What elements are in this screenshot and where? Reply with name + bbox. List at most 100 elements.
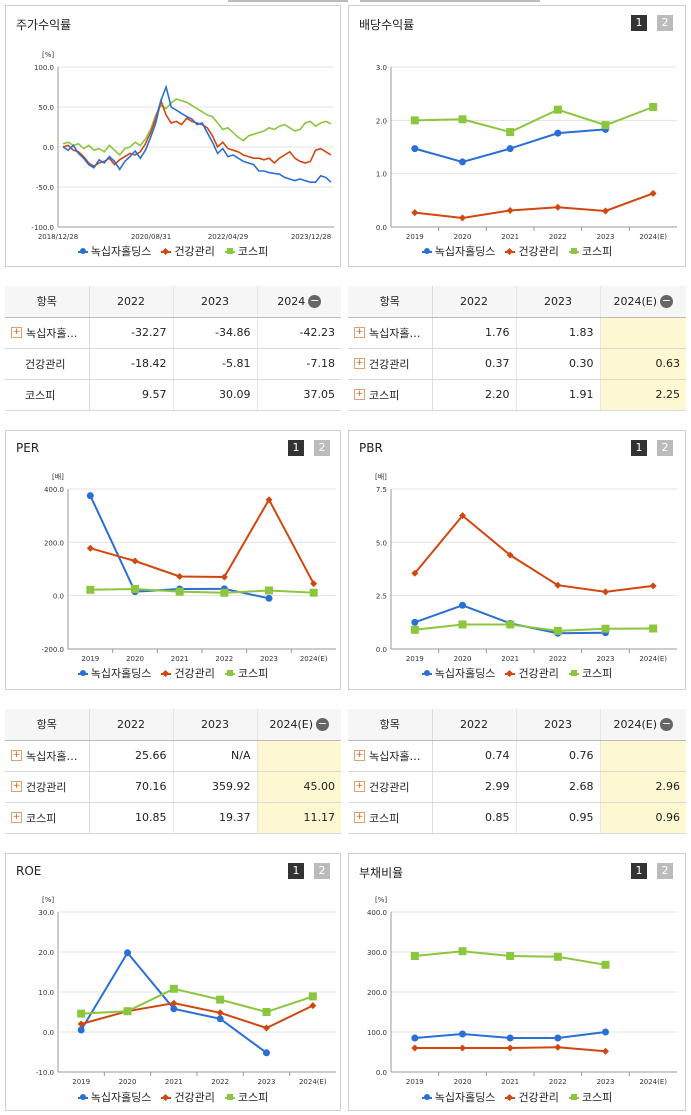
legend-marker	[161, 1093, 172, 1102]
data-point	[458, 947, 467, 956]
data-point	[131, 557, 139, 565]
panel-title: PBR	[359, 441, 383, 455]
panel-title: ROE	[16, 864, 42, 878]
column-header: 2022	[432, 709, 517, 741]
expand-icon[interactable]: +	[354, 750, 365, 761]
value-cell: -18.42	[89, 348, 174, 380]
data-point	[175, 587, 184, 596]
collapse-icon[interactable]: −	[660, 294, 674, 308]
page-2-button[interactable]: 2	[314, 440, 330, 456]
expand-icon[interactable]: +	[354, 389, 365, 400]
page-1-button[interactable]: 1	[288, 863, 304, 879]
data-point	[554, 581, 562, 589]
x-tick-label: 2022	[549, 655, 567, 663]
expand-icon[interactable]: +	[11, 327, 22, 338]
x-tick-label: 2023	[260, 655, 278, 663]
legend-label: 코스피	[581, 245, 613, 258]
y-tick-label: 5.0	[376, 539, 387, 547]
column-header: 2023	[173, 286, 258, 318]
data-point	[309, 1002, 317, 1010]
expand-icon[interactable]: +	[354, 358, 365, 369]
row-name: 녹십자홀…	[369, 326, 421, 340]
row-name-cell: + 녹십자홀…	[5, 740, 90, 772]
legend-marker	[77, 248, 88, 254]
value-cell: 1.83	[516, 317, 601, 349]
pbr-chart: 7.5 5.0 2.5 0.0 [배] 2019 2020 2021 2022 2023 2024(…	[375, 472, 677, 663]
x-tick-label: 2022	[211, 1078, 229, 1086]
y-tick-label: 30.0	[38, 909, 54, 917]
value-cell: 9.57	[89, 379, 174, 411]
collapse-icon[interactable]: −	[316, 717, 330, 731]
legend-marker	[224, 670, 235, 676]
page-1-button[interactable]: 1	[631, 15, 647, 31]
legend-item: 건강관리	[505, 667, 559, 680]
table-row: + 건강관리 70.16 359.92 45.00	[5, 771, 341, 803]
legend-item: 녹십자홀딩스	[421, 1091, 495, 1104]
page-2-button[interactable]: 2	[657, 15, 673, 31]
collapse-icon[interactable]: −	[308, 294, 322, 308]
expand-icon[interactable]: +	[11, 812, 22, 823]
legend-label: 건강관리	[174, 667, 215, 680]
data-point	[506, 145, 514, 153]
row-name-cell: 코스피	[5, 379, 90, 411]
data-point	[506, 206, 514, 214]
y-tick-label: 7.5	[376, 486, 387, 494]
column-header-label: 항목	[379, 295, 400, 309]
page-2-button[interactable]: 2	[657, 863, 673, 879]
x-tick-label: 2018/12/28	[38, 233, 78, 241]
data-point	[169, 984, 178, 993]
legend-marker	[77, 1094, 88, 1100]
expand-icon[interactable]: +	[354, 327, 365, 338]
expand-icon[interactable]: +	[11, 781, 22, 792]
page-1-button[interactable]: 1	[631, 863, 647, 879]
page-2-button[interactable]: 2	[657, 440, 673, 456]
y-tick-label: 400.0	[44, 486, 64, 494]
value-cell: 37.05	[257, 379, 341, 411]
dividend-table: 항목 2022 2023 2024(E) − + 녹십자홀… 1.76 1.83 + 건강관리 0.3…	[348, 286, 686, 411]
column-header: 항목	[348, 286, 433, 318]
value-cell: -7.18	[257, 348, 341, 380]
expand-icon[interactable]: +	[354, 812, 365, 823]
data-point	[123, 1007, 132, 1016]
data-point	[262, 1008, 271, 1016]
legend-label: 건강관리	[174, 245, 215, 258]
legend-marker	[505, 669, 516, 678]
column-header: 항목	[5, 286, 90, 318]
column-header-label: 2023	[201, 717, 229, 731]
legend-item: 건강관리	[505, 245, 559, 258]
value-cell: -32.27	[89, 317, 174, 349]
column-header-label: 2024	[277, 294, 306, 308]
column-header-label: 2023	[201, 294, 229, 308]
column-header-label: 2023	[544, 717, 572, 731]
row-name: 코스피	[25, 388, 56, 402]
value-cell: 0.63	[600, 348, 686, 380]
legend-label: 건강관리	[518, 667, 559, 680]
legend-label: 녹십자홀딩스	[90, 667, 152, 680]
table-header-row: 항목 2022 2023 2024(E) −	[5, 709, 341, 741]
legend-label: 녹십자홀딩스	[90, 1091, 152, 1104]
expand-icon[interactable]: +	[11, 750, 22, 761]
legend-item: 코스피	[568, 1091, 612, 1104]
column-header: 2023	[516, 709, 601, 741]
data-point	[308, 992, 317, 1001]
page-1-button[interactable]: 1	[631, 440, 647, 456]
expand-icon[interactable]: +	[354, 781, 365, 792]
data-point	[86, 492, 94, 500]
value-cell: 1.76	[432, 317, 517, 349]
column-header-label: 2022	[460, 294, 488, 308]
collapse-icon[interactable]: −	[660, 717, 674, 731]
y-tick-label: 10.0	[38, 989, 54, 997]
row-name-cell: + 건강관리	[348, 771, 433, 803]
legend-marker	[77, 670, 88, 676]
legend: 녹십자홀딩스 건강관리 코스피	[349, 665, 685, 681]
legend-label: 녹십자홀딩스	[434, 245, 496, 258]
page-1-button[interactable]: 1	[288, 440, 304, 456]
value-cell: 1.91	[516, 379, 601, 411]
x-tick-label: 2020	[454, 1078, 472, 1086]
x-tick-label: 2020	[454, 655, 472, 663]
page-2-button[interactable]: 2	[314, 863, 330, 879]
row-name: 녹십자홀…	[26, 326, 78, 340]
table-row: 코스피 9.57 30.09 37.05	[5, 379, 341, 411]
x-tick-label: 2021	[501, 233, 519, 241]
y-unit-label: [%]	[42, 896, 54, 904]
